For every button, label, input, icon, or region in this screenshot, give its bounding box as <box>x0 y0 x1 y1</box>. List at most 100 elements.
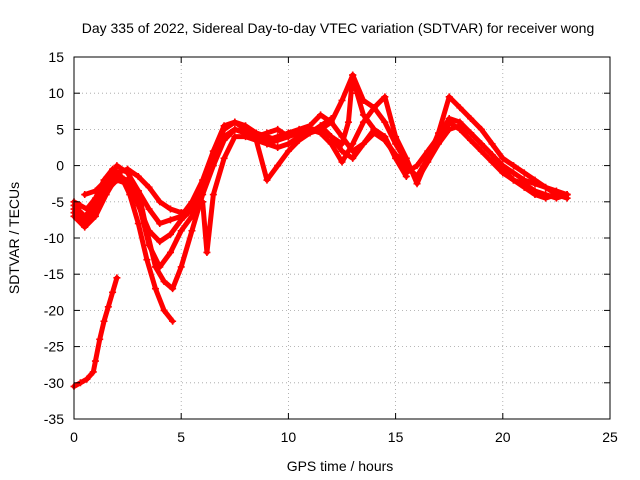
y-tick-label: 10 <box>48 85 64 101</box>
data-point-marker <box>166 230 174 238</box>
data-point-marker <box>274 162 282 170</box>
x-tick-label: 0 <box>70 429 78 445</box>
data-point-marker <box>338 158 346 166</box>
y-tick-label: 0 <box>56 158 64 174</box>
y-axis-label: SDTVAR / TECUs <box>6 182 22 294</box>
data-point-marker <box>488 158 496 166</box>
data-point-marker <box>445 93 453 101</box>
data-point-marker <box>424 147 432 155</box>
data-point-marker <box>134 220 142 228</box>
data-point-marker <box>209 154 217 162</box>
data-point-marker <box>188 227 196 235</box>
data-point-marker <box>402 158 410 166</box>
y-tick-label: -30 <box>44 375 64 391</box>
data-point-marker <box>113 176 121 184</box>
data-point-marker <box>295 136 303 144</box>
data-point-marker <box>284 133 292 141</box>
data-point-marker <box>381 93 389 101</box>
data-point-marker <box>263 140 271 148</box>
data-point-marker <box>104 303 112 311</box>
data-point-marker <box>166 205 174 213</box>
data-point-marker <box>477 140 485 148</box>
data-point-marker <box>531 187 539 195</box>
data-point-marker <box>203 248 211 256</box>
data-point-marker <box>467 129 475 137</box>
x-tick-label: 10 <box>281 429 297 445</box>
data-point-marker <box>83 375 91 383</box>
data-point-marker <box>263 176 271 184</box>
data-point-marker <box>151 285 159 293</box>
data-point-marker <box>113 162 121 170</box>
data-point-marker <box>477 147 485 155</box>
data-point-marker <box>284 140 292 148</box>
data-point-marker <box>499 154 507 162</box>
data-point-marker <box>220 133 228 141</box>
data-point-marker <box>220 154 228 162</box>
data-points <box>70 71 571 390</box>
data-point-marker <box>231 133 239 141</box>
data-point-marker <box>156 198 164 206</box>
data-point-marker <box>370 104 378 112</box>
series-track-1 <box>70 274 121 390</box>
data-point-marker <box>143 256 151 264</box>
grid <box>74 57 610 419</box>
data-point-marker <box>349 154 357 162</box>
data-point-marker <box>102 187 110 195</box>
data-point-marker <box>488 140 496 148</box>
data-point-marker <box>96 335 104 343</box>
data-point-marker <box>434 133 442 141</box>
data-point-marker <box>359 118 367 126</box>
data-point-marker <box>520 180 528 188</box>
data-point-marker <box>284 147 292 155</box>
data-point-marker <box>499 169 507 177</box>
data-point-marker <box>338 96 346 104</box>
data-point-marker <box>81 191 89 199</box>
data-point-marker <box>156 263 164 271</box>
data-point-marker <box>177 227 185 235</box>
data-point-marker <box>113 274 121 282</box>
data-point-marker <box>413 162 421 170</box>
data-point-marker <box>169 317 177 325</box>
data-point-marker <box>317 122 325 130</box>
data-point-marker <box>160 277 168 285</box>
data-point-marker <box>349 140 357 148</box>
axis-ticks: 0 5 10 15 20 25 -35 -30 -25 -20 -15 -10 -5 0 5 10 15 <box>44 49 618 445</box>
data-point-marker <box>188 205 196 213</box>
y-tick-label: -10 <box>44 230 64 246</box>
data-point-marker <box>188 212 196 220</box>
data-point-marker <box>91 212 99 220</box>
data-point-marker <box>209 191 217 199</box>
y-tick-label: -20 <box>44 302 64 318</box>
data-point-marker <box>134 172 142 180</box>
data-point-marker <box>134 187 142 195</box>
data-point-marker <box>424 158 432 166</box>
data-point-marker <box>134 201 142 209</box>
x-tick-label: 25 <box>602 429 618 445</box>
data-point-marker <box>488 151 496 159</box>
data-point-marker <box>124 180 132 188</box>
x-tick-label: 15 <box>388 429 404 445</box>
data-point-marker <box>338 147 346 155</box>
data-point-marker <box>413 176 421 184</box>
data-point-marker <box>344 118 352 126</box>
data-point-marker <box>199 198 207 206</box>
data-point-marker <box>295 129 303 137</box>
data-point-marker <box>109 288 117 296</box>
data-point-marker <box>381 118 389 126</box>
data-point-marker <box>145 205 153 213</box>
data-point-marker <box>317 129 325 137</box>
data-point-marker <box>81 223 89 231</box>
y-tick-label: -35 <box>44 411 64 427</box>
data-point-marker <box>169 285 177 293</box>
data-point-marker <box>510 169 518 177</box>
data-point-marker <box>177 263 185 271</box>
data-point-marker <box>510 162 518 170</box>
x-axis-label: GPS time / hours <box>287 458 394 474</box>
data-point-marker <box>252 129 260 137</box>
y-tick-label: -15 <box>44 266 64 282</box>
data-point-marker <box>392 140 400 148</box>
data-point-marker <box>274 136 282 144</box>
data-point-marker <box>242 129 250 137</box>
